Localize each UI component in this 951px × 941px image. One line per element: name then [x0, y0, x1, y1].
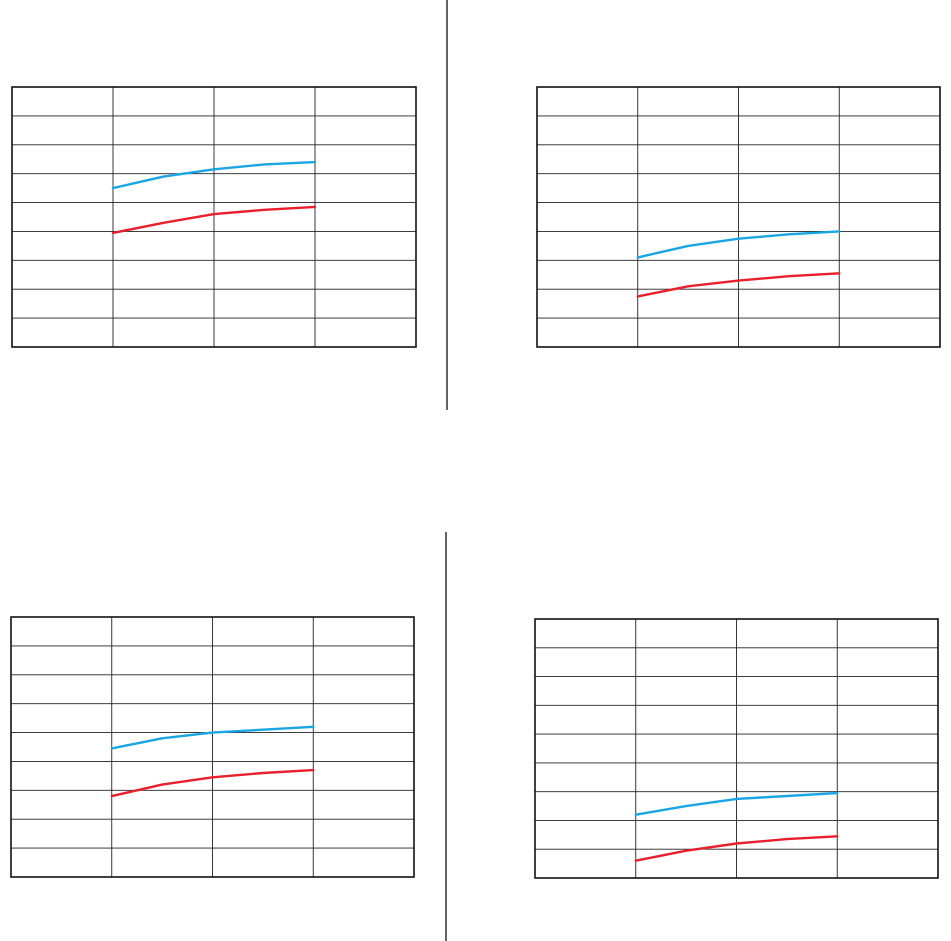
- series-line-red: [110, 768, 315, 798]
- series-line-red: [636, 272, 841, 298]
- plot-frame: [536, 86, 941, 348]
- plot-frame: [10, 616, 415, 878]
- chart-panel-2: [536, 86, 941, 348]
- series-line-blue: [636, 230, 841, 259]
- chart-panel-3: [10, 616, 415, 878]
- series-line-blue: [111, 160, 317, 190]
- chart-panel-4: [534, 618, 939, 879]
- series-line-red: [111, 205, 317, 235]
- series-line-blue: [110, 725, 315, 750]
- series-line-blue: [634, 791, 839, 816]
- chart-panel-1: [11, 86, 417, 348]
- series-line-red: [634, 835, 839, 862]
- plot-frame: [11, 86, 417, 348]
- plot-frame: [534, 618, 939, 879]
